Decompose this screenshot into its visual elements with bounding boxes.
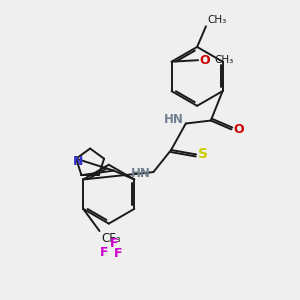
- Text: O: O: [234, 123, 244, 136]
- Text: HN: HN: [164, 113, 183, 127]
- Text: F: F: [114, 247, 123, 260]
- Text: CH₃: CH₃: [207, 15, 227, 25]
- Text: F: F: [110, 237, 118, 250]
- Text: N: N: [72, 155, 83, 168]
- Text: CF₃: CF₃: [101, 232, 121, 244]
- Text: O: O: [200, 54, 210, 67]
- Text: S: S: [199, 147, 208, 161]
- Text: HN: HN: [130, 167, 151, 180]
- Text: CH₃: CH₃: [214, 55, 234, 65]
- Text: F: F: [100, 246, 108, 259]
